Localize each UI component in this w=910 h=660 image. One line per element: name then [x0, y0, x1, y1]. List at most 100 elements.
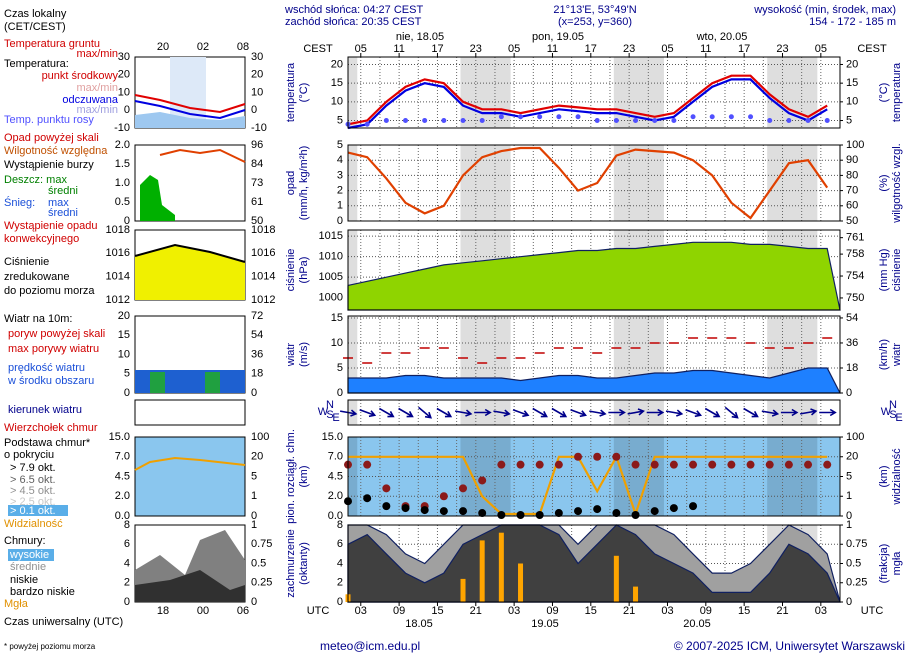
fog-bar [498, 532, 504, 602]
y2-tick-label: 15 [846, 77, 858, 89]
y-axis-label: temperatura [285, 62, 297, 122]
email[interactable]: meteo@icm.edu.pl [320, 639, 420, 653]
mini-tick-label: 50 [251, 215, 263, 227]
x-tick-label: 03 [815, 605, 827, 617]
sunset: zachód słońca: 20:35 CEST [285, 16, 422, 28]
legend-text: Czas lokalny [4, 8, 67, 20]
y-axis-label: (hPa) [298, 257, 310, 284]
wind-arrow [724, 406, 739, 419]
y2-tick-label: 750 [846, 292, 864, 304]
series-dot [460, 118, 466, 124]
y2-axis-label: (km) [878, 466, 890, 488]
mini-tick-label: 4.5 [115, 470, 130, 482]
mini-shape [150, 372, 165, 393]
mini-tick-label: 1016 [251, 247, 275, 259]
mini-tick-label: 20 [251, 451, 263, 463]
coords: 21°13'E, 53°49'N [553, 4, 636, 16]
compass: W [881, 406, 892, 418]
sunrise: wschód słońca: 04:27 CEST [284, 4, 423, 16]
wind-arrow [532, 407, 548, 418]
mini-tick-label: 1014 [251, 271, 275, 283]
day-label: wto, 20.05 [696, 31, 748, 43]
y-tick-label: 6 [337, 538, 343, 550]
series-dot [767, 118, 773, 124]
mini-tick-label: 30 [118, 51, 130, 63]
legend-text: Chmury: [4, 535, 46, 547]
compass: W [318, 406, 329, 418]
series-dot [748, 114, 754, 120]
legend-text: max/min [76, 104, 118, 116]
mini-tick-label: 4 [124, 557, 130, 569]
mini-shape [135, 245, 245, 300]
mini-tick-label: 0 [251, 596, 257, 608]
mini-tick-label: 15 [118, 329, 130, 341]
series-dot [535, 460, 544, 469]
y2-tick-label: 60 [846, 200, 858, 212]
mini-shape [135, 112, 245, 128]
series-area [347, 524, 841, 603]
day-label: 19.05 [531, 618, 559, 630]
mini-tick-label: -10 [114, 122, 130, 134]
legend-text: Mgła [4, 598, 29, 610]
y-tick-label: 2 [337, 577, 343, 589]
mini-tick-label: 1016 [106, 247, 130, 259]
mini-tick-label: 1012 [106, 294, 130, 306]
x-tick-label: 17 [431, 43, 443, 55]
compass: E [895, 412, 902, 424]
y-tick-label: 0 [337, 387, 343, 399]
mini-tick-label: 0.25 [251, 577, 272, 589]
series-dot [401, 504, 410, 513]
panel-frame [347, 399, 841, 426]
x-tick-label: 17 [585, 43, 597, 55]
zone-label: UTC [307, 605, 330, 617]
legend-text: bardzo niskie [10, 586, 75, 598]
series-dot [671, 118, 677, 124]
mini-tick-label: 1 [251, 490, 257, 502]
mini-tick-label: 18 [251, 368, 263, 380]
mini-tick-label: 0.0 [115, 510, 130, 522]
y-tick-label: 15 [331, 312, 343, 324]
series-dot [784, 460, 793, 469]
y-tick-label: 5 [337, 139, 343, 151]
day-label: pon, 19.05 [532, 31, 584, 43]
x-tick-label: 09 [700, 605, 712, 617]
series-dot [804, 460, 813, 469]
y2-tick-label: 0 [846, 510, 852, 522]
x-tick-label: 09 [546, 605, 558, 617]
series-dot [613, 118, 619, 124]
mini-tick-label: 1014 [106, 271, 130, 283]
x-tick-label: 23 [623, 43, 635, 55]
mini-tick-label: 72 [251, 310, 263, 322]
series-dot [633, 118, 639, 124]
series-area [347, 367, 841, 394]
y-tick-label: 4.5 [328, 470, 343, 482]
y2-tick-label: 54 [846, 312, 858, 324]
mini-frame [134, 399, 246, 426]
mini-tick-label: 0 [124, 104, 130, 116]
series-dot [439, 492, 448, 501]
series-dot [439, 507, 448, 516]
x-tick-label: 15 [431, 605, 443, 617]
night-band [460, 145, 511, 221]
series-dot [478, 476, 487, 485]
mini-tick-label: 54 [251, 329, 263, 341]
series-dot [631, 460, 640, 469]
wind-arrow [418, 406, 432, 419]
y2-tick-label: 80 [846, 169, 858, 181]
wind-arrow [551, 407, 568, 418]
mini-tick-label: 30 [251, 51, 263, 63]
fog-bar [613, 555, 619, 602]
footnote: * powyżej poziomu morza [4, 642, 96, 651]
y-tick-label: 1005 [319, 271, 343, 283]
series-dot [364, 121, 370, 127]
legend-text: Wystąpienie opadu [4, 220, 97, 232]
y-tick-label: 1000 [319, 292, 343, 304]
mini-shape [205, 372, 220, 393]
legend-text: średni [48, 207, 78, 219]
legend-text: Śnieg: [4, 196, 35, 209]
wind-arrow [570, 409, 588, 418]
compass: S [889, 409, 896, 421]
copyright: © 2007-2025 ICM, Uniwersytet Warszawski [674, 639, 905, 653]
y-tick-label: 0 [337, 596, 343, 608]
